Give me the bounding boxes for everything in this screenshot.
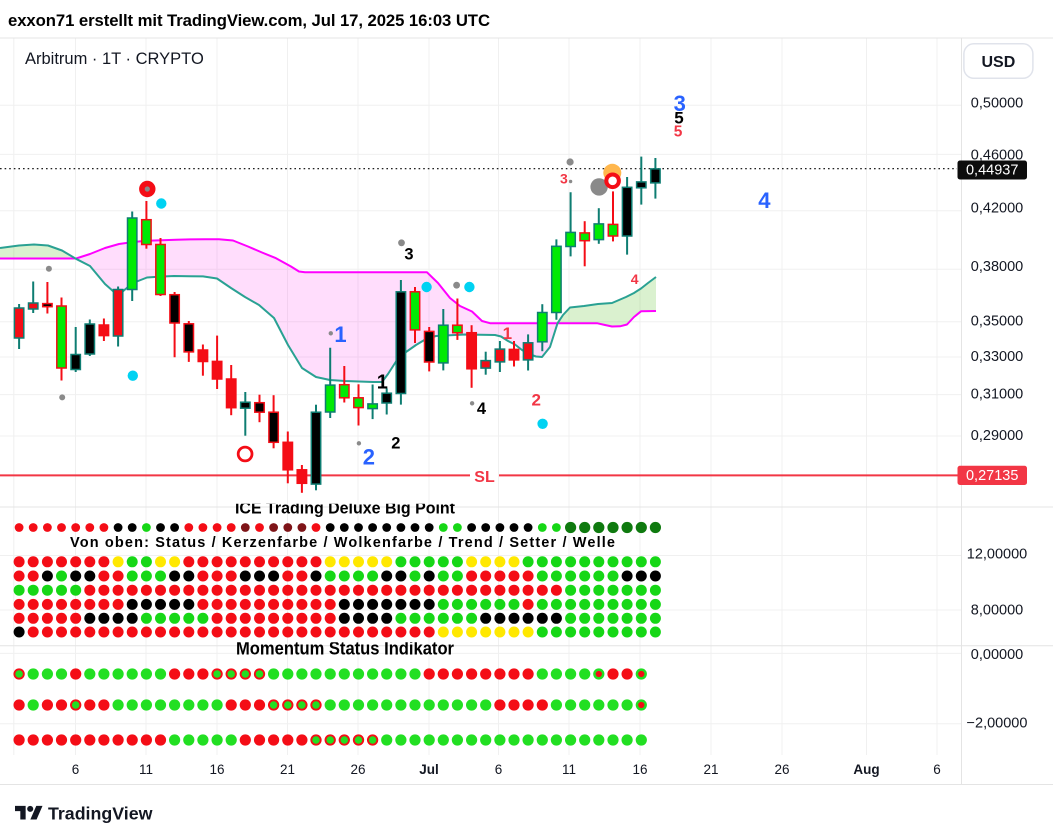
svg-text:5: 5 xyxy=(674,124,683,141)
svg-text:16: 16 xyxy=(632,762,647,777)
svg-text:0,35000: 0,35000 xyxy=(971,314,1023,330)
svg-text:2: 2 xyxy=(531,391,540,410)
svg-text:6: 6 xyxy=(495,762,503,777)
svg-text:0,31000: 0,31000 xyxy=(971,387,1023,403)
svg-text:26: 26 xyxy=(350,762,365,777)
svg-text:0,33000: 0,33000 xyxy=(971,349,1023,365)
svg-text:0,27135: 0,27135 xyxy=(966,468,1018,484)
svg-text:0,46000: 0,46000 xyxy=(971,147,1023,163)
svg-text:4: 4 xyxy=(758,188,771,213)
svg-text:5: 5 xyxy=(674,109,683,128)
svg-text:0,42000: 0,42000 xyxy=(971,201,1023,217)
svg-text:−2,00000: −2,00000 xyxy=(967,716,1028,732)
svg-text:6: 6 xyxy=(933,762,941,777)
svg-text:12,00000: 12,00000 xyxy=(967,547,1027,563)
svg-text:Aug: Aug xyxy=(853,762,879,777)
svg-text:3: 3 xyxy=(560,171,568,187)
svg-text:ICE Trading Deluxe Big Point: ICE Trading Deluxe Big Point xyxy=(235,500,455,518)
svg-text:SL: SL xyxy=(474,469,495,486)
svg-text:Arbitrum · 1T · CRYPTO: Arbitrum · 1T · CRYPTO xyxy=(25,50,204,68)
svg-text:0,00000: 0,00000 xyxy=(971,647,1023,663)
svg-text:Momentum Status Indikator: Momentum Status Indikator xyxy=(236,639,454,659)
svg-text:11: 11 xyxy=(562,762,576,777)
svg-text:0,29000: 0,29000 xyxy=(971,428,1023,444)
svg-text:0,44937: 0,44937 xyxy=(966,163,1018,179)
svg-text:11: 11 xyxy=(139,762,153,777)
svg-text:8,00000: 8,00000 xyxy=(971,603,1023,619)
svg-text:2: 2 xyxy=(363,445,375,470)
svg-text:26: 26 xyxy=(774,762,789,777)
svg-text:0,50000: 0,50000 xyxy=(971,96,1023,112)
svg-text:6: 6 xyxy=(72,762,80,777)
svg-text:1: 1 xyxy=(503,324,512,343)
svg-text:1: 1 xyxy=(334,322,346,347)
svg-text:21: 21 xyxy=(280,762,295,777)
svg-text:Jul: Jul xyxy=(419,762,439,777)
svg-text:2: 2 xyxy=(391,435,400,453)
svg-text:3: 3 xyxy=(404,246,413,264)
svg-text:4: 4 xyxy=(477,400,487,418)
svg-text:Von oben: Status / Kerzenfarbe: Von oben: Status / Kerzenfarbe / Wolkenf… xyxy=(70,535,615,551)
svg-text:USD: USD xyxy=(982,54,1016,71)
svg-text:3: 3 xyxy=(674,91,686,116)
svg-text:0,38000: 0,38000 xyxy=(971,259,1023,275)
svg-text:21: 21 xyxy=(703,762,718,777)
svg-text:TradingView: TradingView xyxy=(48,804,153,824)
svg-text:1: 1 xyxy=(377,372,388,394)
svg-text:4: 4 xyxy=(631,271,639,287)
svg-text:16: 16 xyxy=(209,762,224,777)
svg-text:exxon71 erstellt mit TradingVi: exxon71 erstellt mit TradingView.com, Ju… xyxy=(8,11,490,30)
